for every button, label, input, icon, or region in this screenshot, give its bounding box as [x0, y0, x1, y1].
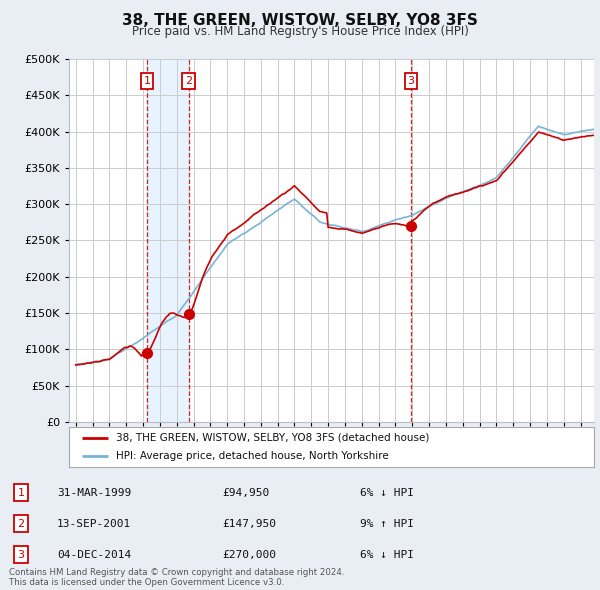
Text: Contains HM Land Registry data © Crown copyright and database right 2024.
This d: Contains HM Land Registry data © Crown c…	[9, 568, 344, 587]
Text: 3: 3	[17, 550, 25, 559]
Text: 2: 2	[17, 519, 25, 529]
Bar	[147, 59, 188, 422]
Text: HPI: Average price, detached house, North Yorkshire: HPI: Average price, detached house, Nort…	[116, 451, 389, 461]
Text: 3: 3	[407, 76, 415, 86]
Text: 04-DEC-2014: 04-DEC-2014	[57, 550, 131, 559]
Text: 13-SEP-2001: 13-SEP-2001	[57, 519, 131, 529]
Text: 9% ↑ HPI: 9% ↑ HPI	[360, 519, 414, 529]
Text: 38, THE GREEN, WISTOW, SELBY, YO8 3FS: 38, THE GREEN, WISTOW, SELBY, YO8 3FS	[122, 13, 478, 28]
Text: £94,950: £94,950	[222, 488, 269, 497]
Text: 1: 1	[17, 488, 25, 497]
Text: 1: 1	[143, 76, 151, 86]
Text: 38, THE GREEN, WISTOW, SELBY, YO8 3FS (detached house): 38, THE GREEN, WISTOW, SELBY, YO8 3FS (d…	[116, 433, 430, 443]
Text: 31-MAR-1999: 31-MAR-1999	[57, 488, 131, 497]
Text: 2: 2	[185, 76, 192, 86]
Text: 6% ↓ HPI: 6% ↓ HPI	[360, 550, 414, 559]
Text: £270,000: £270,000	[222, 550, 276, 559]
Text: £147,950: £147,950	[222, 519, 276, 529]
Text: Price paid vs. HM Land Registry's House Price Index (HPI): Price paid vs. HM Land Registry's House …	[131, 25, 469, 38]
Text: 6% ↓ HPI: 6% ↓ HPI	[360, 488, 414, 497]
